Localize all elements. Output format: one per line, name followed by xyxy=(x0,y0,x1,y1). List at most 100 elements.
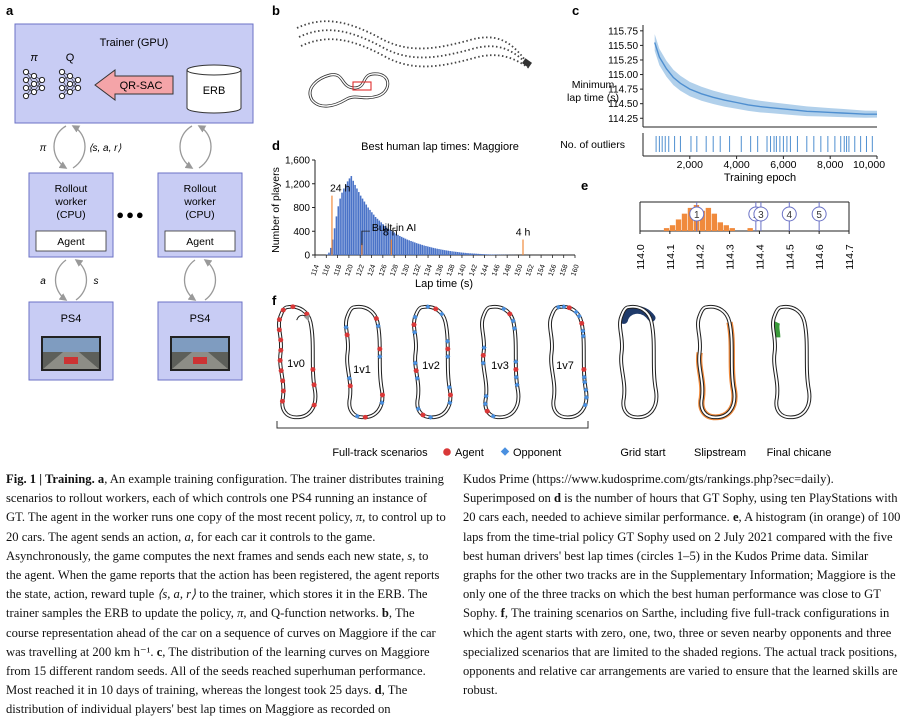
course-representation-curves xyxy=(297,21,529,68)
qr-sac-label: QR-SAC xyxy=(120,80,163,92)
panel-b: b xyxy=(272,3,532,106)
d-xtick-label: 132 xyxy=(412,264,423,277)
worker-ps4-arrows xyxy=(56,260,216,300)
e-xtick-label: 114.7 xyxy=(844,244,856,270)
d-bar xyxy=(338,206,340,255)
final-chicane-label: Final chicane xyxy=(767,447,832,459)
e-histogram-bars xyxy=(664,205,753,231)
agent-legend-label: Agent xyxy=(455,447,484,459)
agent-dot xyxy=(278,348,283,353)
d-bar xyxy=(345,185,347,255)
caption-fragment: , and Q-function networks. xyxy=(243,606,382,620)
worker-2-line1: Rollout xyxy=(184,183,217,195)
game-screenshot-2 xyxy=(170,336,230,371)
d-bar xyxy=(451,251,453,255)
agent-dot xyxy=(414,368,419,373)
panel-label-f: f xyxy=(272,293,277,308)
d-bar xyxy=(490,254,492,255)
sarthe-track-7 xyxy=(698,307,734,418)
s-edge-label: s xyxy=(94,276,99,287)
agent-label-2: Agent xyxy=(186,236,214,248)
d-bar xyxy=(421,245,423,255)
caption-fragment: b xyxy=(382,606,389,620)
d-bar xyxy=(418,244,420,255)
d-bar xyxy=(365,205,367,255)
d-bar xyxy=(425,246,427,255)
pi-edge-label: π xyxy=(40,143,47,154)
d-bar xyxy=(436,249,438,255)
panel-c: c Minimum lap time (s) 114.25114.50114.7… xyxy=(560,3,885,184)
d-bar xyxy=(343,189,345,256)
e-bar xyxy=(718,222,723,231)
worker-2-line3: (CPU) xyxy=(185,209,214,221)
d-bar xyxy=(351,176,353,255)
d-bar xyxy=(453,252,455,255)
a-edge-label: a xyxy=(40,276,46,287)
d-ytick-label: 1,200 xyxy=(285,179,310,190)
d-bar xyxy=(364,202,366,255)
d-xtick-label: 122 xyxy=(356,264,367,277)
agent-dot xyxy=(374,316,379,321)
agent-dot xyxy=(411,322,416,327)
c-outliers-label: No. of outliers xyxy=(560,139,625,151)
d-bar xyxy=(481,254,483,255)
panel-label-d: d xyxy=(272,138,280,153)
d-bar xyxy=(455,252,457,255)
d-bar xyxy=(408,240,410,255)
e-xtick-label: 114.2 xyxy=(695,244,707,270)
track-label-1v7: 1v7 xyxy=(556,360,574,372)
track-label-1v0: 1v0 xyxy=(287,358,305,370)
agent-dot xyxy=(277,317,282,322)
sarthe-track-8 xyxy=(773,307,809,418)
agent-dot xyxy=(448,393,453,398)
e-bar xyxy=(747,228,752,231)
agent-dot xyxy=(513,367,518,372)
e-bar xyxy=(712,214,717,231)
d-xtick-label: 160 xyxy=(570,264,581,277)
sar-edge-label: ⟨s, a, r⟩ xyxy=(89,143,122,154)
panel-label-e: e xyxy=(581,178,588,193)
d-bar xyxy=(352,181,354,255)
track-inner xyxy=(346,307,382,418)
opponent-legend-label: Opponent xyxy=(513,447,561,459)
ps4-label-2: PS4 xyxy=(190,313,211,325)
d-ylabel: Number of players xyxy=(270,167,282,253)
c-confidence-band xyxy=(655,34,877,118)
c-xlabel: Training epoch xyxy=(724,172,796,184)
d-bar xyxy=(431,247,433,255)
d-xtick-label: 128 xyxy=(389,264,400,277)
d-bar xyxy=(334,228,336,255)
d-bar xyxy=(360,196,362,255)
d-bar xyxy=(457,252,459,255)
caption-fragment: Fig. 1 | xyxy=(6,472,45,486)
d-bar xyxy=(466,253,468,255)
opponent-legend-icon xyxy=(501,447,509,455)
q-label: Q xyxy=(66,52,75,64)
e-bar xyxy=(724,225,729,231)
agent-dot xyxy=(312,403,317,408)
caption-fragment: d xyxy=(375,683,382,697)
track-label-1v1: 1v1 xyxy=(353,364,371,376)
agent-dot xyxy=(312,382,317,387)
d-bar xyxy=(485,254,487,255)
d-xtick-label: 114 xyxy=(310,264,320,277)
d-marker-label: 8 h xyxy=(383,227,398,239)
e-xtick-label: 114.4 xyxy=(754,244,766,270)
panel-label-c: c xyxy=(572,3,579,18)
d-bar xyxy=(336,216,338,255)
d-bar xyxy=(369,210,371,255)
d-bar xyxy=(440,249,442,255)
d-bar xyxy=(487,254,489,255)
e-bar xyxy=(664,228,669,231)
d-bar xyxy=(448,251,450,255)
d-bar xyxy=(446,250,448,255)
d-histogram-bars xyxy=(326,176,516,255)
d-xtick-label: 136 xyxy=(435,264,446,277)
c-xtick-label: 4,000 xyxy=(723,159,749,171)
d-bar xyxy=(438,249,440,255)
c-xtick-label: 8,000 xyxy=(817,159,843,171)
c-ytick-label: 115.50 xyxy=(608,41,638,52)
e-xtick-label: 114.5 xyxy=(784,244,796,270)
d-ytick-label: 800 xyxy=(293,203,310,214)
